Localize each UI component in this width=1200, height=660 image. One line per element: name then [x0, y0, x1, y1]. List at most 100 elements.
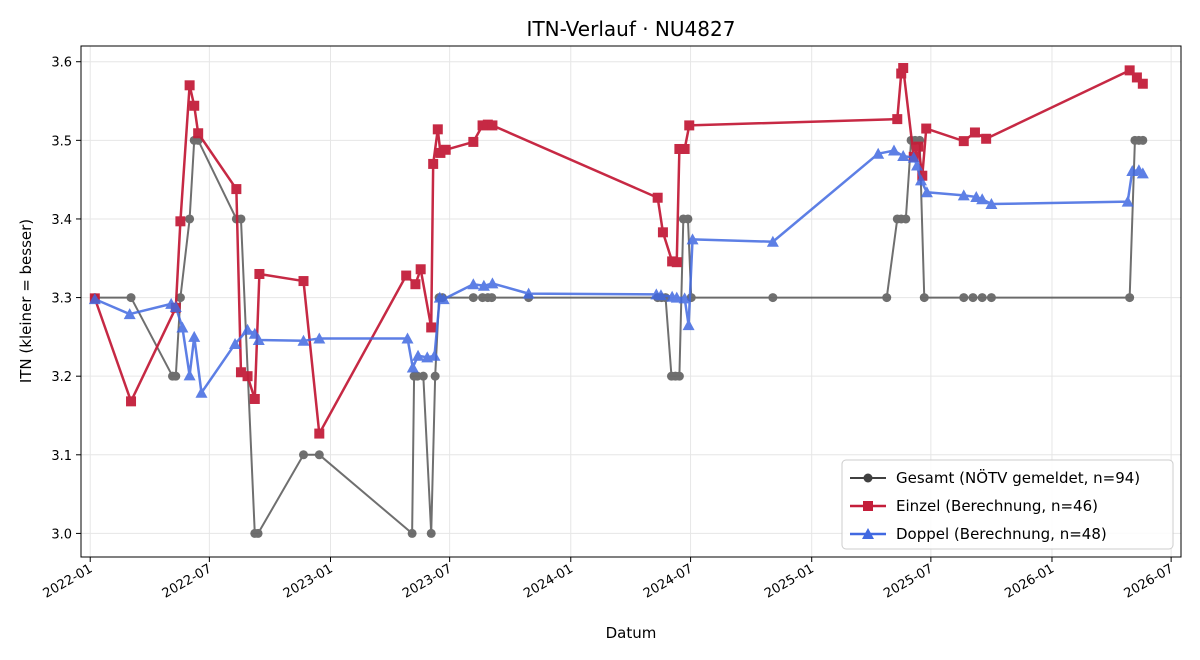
data-point-doppel	[678, 292, 691, 304]
data-point-doppel	[914, 174, 927, 186]
y-axis-label: ITN (kleiner = besser)	[17, 219, 35, 383]
data-point-einzel	[426, 322, 437, 333]
data-point-einzel	[1131, 72, 1142, 83]
data-point-doppel	[412, 349, 425, 361]
data-point-einzel	[652, 192, 663, 203]
legend-label-doppel: Doppel (Berechnung, n=48)	[896, 525, 1107, 543]
data-point-doppel	[654, 289, 667, 301]
data-point-gesamt	[674, 371, 684, 381]
data-point-einzel	[254, 268, 265, 279]
data-point-einzel	[679, 143, 690, 154]
legend-marker-gesamt	[863, 473, 873, 483]
data-point-gesamt	[683, 214, 693, 224]
data-point-gesamt	[418, 371, 428, 381]
data-point-doppel	[1121, 195, 1134, 207]
series-line-doppel	[94, 149, 1144, 394]
data-point-gesamt	[1138, 135, 1148, 145]
y-tick-label: 3.4	[51, 213, 72, 228]
data-point-gesamt	[185, 214, 195, 224]
data-point-einzel	[981, 133, 992, 144]
data-point-doppel	[297, 334, 310, 346]
data-point-einzel	[896, 68, 907, 79]
data-point-einzel	[401, 270, 412, 281]
legend-label-einzel: Einzel (Berechnung, n=46)	[896, 497, 1098, 515]
data-point-einzel	[231, 184, 242, 195]
data-point-doppel	[887, 144, 900, 156]
data-point-doppel	[766, 235, 779, 247]
data-point-doppel	[897, 150, 910, 162]
legend-marker-einzel	[863, 501, 873, 511]
data-point-einzel	[657, 227, 668, 238]
data-point-doppel	[872, 147, 885, 159]
data-point-einzel	[314, 428, 325, 439]
data-point-einzel	[249, 393, 260, 404]
data-point-gesamt	[919, 293, 929, 303]
series-layer	[88, 63, 1149, 538]
data-point-gesamt	[901, 214, 911, 224]
data-point-einzel	[684, 120, 695, 131]
legend-label-gesamt: Gesamt (NÖTV gemeldet, n=94)	[896, 468, 1140, 487]
data-point-gesamt	[299, 450, 309, 460]
data-point-doppel	[88, 293, 101, 305]
data-point-einzel	[126, 396, 137, 407]
data-point-gesamt	[314, 450, 324, 460]
data-point-doppel	[123, 308, 136, 320]
data-point-doppel	[1136, 167, 1149, 179]
data-point-einzel	[913, 141, 924, 152]
data-point-doppel	[313, 332, 326, 344]
data-point-gesamt	[126, 293, 136, 303]
legend-marker-doppel	[862, 528, 874, 539]
data-point-einzel	[1137, 78, 1148, 89]
data-point-doppel	[195, 386, 208, 398]
data-point-doppel	[183, 369, 196, 381]
data-point-gesamt	[986, 293, 996, 303]
data-point-einzel	[468, 136, 479, 147]
data-point-einzel	[428, 158, 439, 169]
plot-frame	[80, 45, 1182, 558]
data-point-gesamt	[236, 214, 246, 224]
y-tick-label: 3.3	[51, 292, 72, 307]
data-point-einzel	[432, 124, 443, 135]
data-point-einzel	[440, 144, 451, 155]
y-tick-label: 3.6	[51, 56, 72, 71]
data-point-gesamt	[959, 293, 969, 303]
data-point-einzel	[193, 128, 204, 139]
data-point-einzel	[242, 371, 253, 382]
data-point-gesamt	[1125, 293, 1135, 303]
data-point-doppel	[229, 337, 242, 349]
data-point-einzel	[898, 63, 909, 74]
data-point-doppel	[907, 151, 920, 163]
data-point-doppel	[522, 287, 535, 299]
y-axis: 3.0 3.1 3.2 3.3 3.4 3.5 3.6	[51, 56, 81, 542]
data-point-einzel	[1124, 65, 1135, 76]
data-point-doppel	[957, 189, 970, 201]
legend: Gesamt (NÖTV gemeldet, n=94) Einzel (Bere…	[841, 459, 1174, 550]
data-point-doppel	[252, 334, 265, 346]
data-point-gesamt	[468, 293, 478, 303]
data-point-doppel	[486, 277, 499, 289]
data-point-einzel	[969, 127, 980, 138]
data-point-einzel	[921, 123, 932, 134]
data-point-einzel	[298, 276, 309, 287]
data-point-einzel	[892, 114, 903, 125]
data-point-einzel	[175, 216, 186, 227]
data-point-gesamt	[977, 293, 987, 303]
data-point-einzel	[189, 100, 200, 111]
data-point-einzel	[958, 136, 969, 147]
legend-box	[841, 459, 1174, 550]
x-axis-label: Datum	[606, 624, 657, 642]
data-point-einzel	[435, 147, 446, 158]
series-doppel	[88, 144, 1149, 398]
data-point-einzel	[410, 279, 421, 290]
data-point-doppel	[188, 330, 201, 342]
data-point-einzel	[917, 170, 928, 181]
data-point-einzel	[671, 257, 682, 268]
data-point-gesamt	[882, 293, 892, 303]
data-point-einzel	[674, 143, 685, 154]
data-point-einzel	[415, 264, 426, 275]
data-point-einzel	[184, 80, 195, 91]
data-point-einzel	[235, 367, 246, 378]
data-point-gesamt	[253, 528, 263, 538]
data-point-doppel	[241, 323, 254, 335]
